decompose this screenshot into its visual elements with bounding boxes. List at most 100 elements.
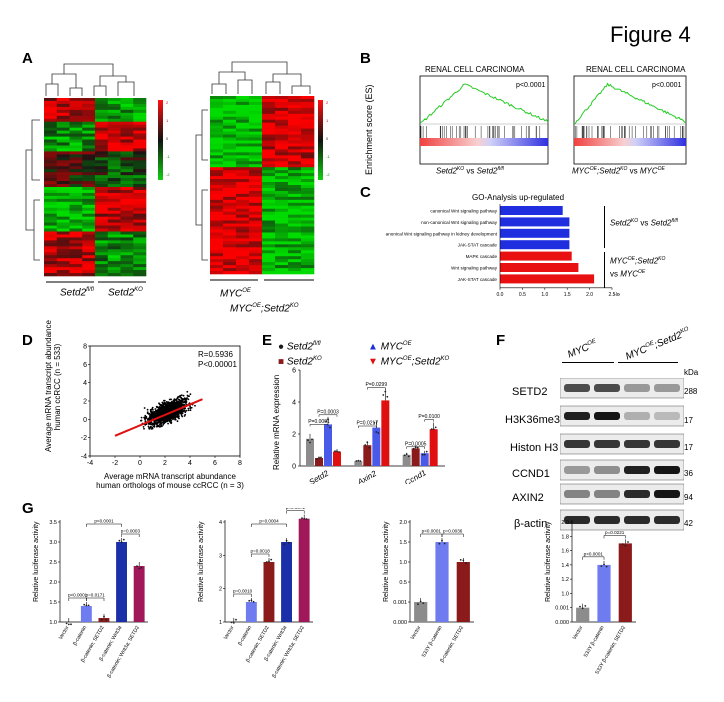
heatmap-cell bbox=[236, 131, 250, 135]
qpcr-bar bbox=[381, 400, 390, 466]
heatmap-cell bbox=[236, 146, 250, 150]
qpcr-dot bbox=[336, 450, 338, 453]
heatmap-cell bbox=[275, 104, 289, 109]
heatmap-cell bbox=[56, 172, 70, 176]
scatter-x-tick-label: -4 bbox=[87, 460, 93, 467]
heatmap-cell bbox=[223, 223, 237, 227]
wb-band bbox=[564, 466, 590, 474]
heatmap-cell bbox=[69, 234, 83, 238]
heatmap-cell bbox=[44, 100, 58, 105]
wb-band bbox=[654, 412, 680, 420]
scatter-point bbox=[158, 414, 160, 417]
heatmap-cell bbox=[275, 259, 289, 263]
heatmap-cell bbox=[95, 175, 109, 179]
heatmap-cell bbox=[107, 189, 121, 194]
heatmap-cell bbox=[107, 228, 121, 232]
heatmap-cell bbox=[236, 176, 250, 180]
heatmap-cell bbox=[236, 241, 250, 245]
heatmap-cell bbox=[120, 237, 134, 241]
heatmap-cell bbox=[210, 253, 224, 257]
heatmap-cell bbox=[120, 231, 134, 235]
heatmap-cell bbox=[223, 113, 237, 118]
heatmap-cell bbox=[288, 199, 302, 204]
heatmap-cell bbox=[301, 155, 315, 159]
heatmap-cell bbox=[210, 271, 224, 275]
heatmap-cell bbox=[223, 185, 237, 189]
scatter-point bbox=[154, 415, 157, 418]
qpcr-dot bbox=[403, 454, 406, 457]
heatmap-cell bbox=[288, 250, 302, 254]
go-xlabel: -log10P bbox=[614, 292, 620, 298]
wb-band bbox=[654, 466, 680, 474]
qpcr-dot bbox=[375, 431, 378, 433]
heatmap-cell bbox=[288, 253, 302, 257]
heatmap-cell bbox=[262, 202, 276, 207]
scatter-point bbox=[186, 390, 189, 393]
luc-dot bbox=[120, 541, 123, 544]
heatmap-cell bbox=[120, 178, 134, 182]
heatmap-cell bbox=[288, 143, 302, 147]
heatmap-cell bbox=[69, 189, 83, 194]
heatmap-cell bbox=[120, 169, 134, 173]
heatmap-cell bbox=[288, 256, 302, 260]
luc-category-label: β-catenin bbox=[237, 625, 253, 647]
heatmap-cell bbox=[249, 104, 263, 109]
scatter-point bbox=[176, 396, 179, 399]
scatter-point bbox=[174, 406, 177, 409]
scale-tick: 2 bbox=[326, 100, 329, 105]
heatmap-cell bbox=[120, 163, 134, 167]
heatmap-cell bbox=[82, 234, 96, 238]
heatmap-cell bbox=[82, 103, 96, 108]
heatmap-cell bbox=[275, 253, 289, 257]
heatmap-cell bbox=[288, 196, 302, 201]
heatmap-cell bbox=[95, 252, 109, 256]
scatter-point bbox=[143, 427, 145, 430]
luc-bar bbox=[98, 618, 110, 622]
scatter-y-tick-label: -4 bbox=[81, 454, 87, 461]
heatmap-cell bbox=[107, 264, 121, 268]
heatmap-cell bbox=[262, 125, 276, 129]
heatmap-cell bbox=[133, 240, 147, 244]
heatmap-cell bbox=[133, 231, 147, 235]
wb-band bbox=[624, 412, 650, 420]
heatmap-cell bbox=[210, 167, 224, 171]
scatter-x-tick-label: 0 bbox=[138, 460, 142, 467]
wb-band bbox=[564, 440, 590, 448]
heatmap-cell bbox=[133, 225, 147, 229]
scatter-point bbox=[153, 414, 156, 417]
heatmap-cell bbox=[210, 134, 224, 138]
heatmap-cell bbox=[95, 195, 109, 200]
heatmap-left-dendrogram-top bbox=[45, 63, 135, 96]
heatmap-cell bbox=[236, 256, 250, 260]
heatmap-cell bbox=[44, 142, 58, 146]
heatmap-cell bbox=[69, 169, 83, 173]
heatmap-cell bbox=[69, 154, 83, 158]
heatmap-cell bbox=[236, 140, 250, 144]
heatmap-cell bbox=[107, 252, 121, 256]
heatmap-cell bbox=[236, 244, 250, 248]
heatmap-cell bbox=[82, 115, 96, 120]
heatmap-cell bbox=[95, 273, 109, 277]
scatter-point bbox=[162, 404, 164, 407]
heatmap-cell bbox=[82, 172, 96, 176]
heatmap-cell bbox=[275, 173, 289, 177]
heatmap-cell bbox=[56, 181, 70, 185]
heatmap-cell bbox=[133, 246, 147, 250]
heatmap-cell bbox=[288, 259, 302, 263]
heatmap-cell bbox=[288, 241, 302, 245]
scatter-point bbox=[165, 401, 168, 403]
heatmap-cell bbox=[288, 247, 302, 251]
heatmap-cell bbox=[82, 118, 96, 123]
scatter-point bbox=[161, 411, 164, 414]
qpcr-dot bbox=[382, 394, 385, 396]
scatter-point bbox=[165, 410, 168, 413]
heatmap-cell bbox=[95, 103, 109, 108]
qpcr-dot bbox=[329, 426, 331, 429]
heatmap-cell bbox=[82, 145, 96, 149]
heatmap-cell bbox=[95, 189, 109, 194]
heatmap-cell bbox=[262, 211, 276, 215]
heatmap-right-cells bbox=[210, 96, 315, 275]
heatmap-cell bbox=[69, 222, 83, 226]
go-x-tick-label: 2.5 bbox=[609, 292, 616, 298]
heatmap-cell bbox=[275, 196, 289, 201]
